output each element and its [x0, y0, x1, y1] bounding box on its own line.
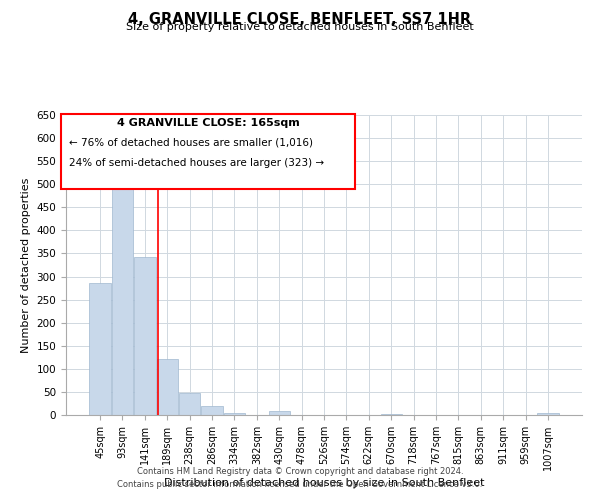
Text: Contains HM Land Registry data © Crown copyright and database right 2024.: Contains HM Land Registry data © Crown c…: [137, 467, 463, 476]
Text: 4, GRANVILLE CLOSE, BENFLEET, SS7 1HR: 4, GRANVILLE CLOSE, BENFLEET, SS7 1HR: [128, 12, 472, 28]
Bar: [537, 413, 559, 415]
Bar: [89, 282, 111, 415]
X-axis label: Distribution of detached houses by size in South Benfleet: Distribution of detached houses by size …: [164, 478, 484, 488]
Bar: [112, 176, 133, 415]
Text: Size of property relative to detached houses in South Benfleet: Size of property relative to detached ho…: [126, 22, 474, 32]
Bar: [224, 412, 245, 415]
Bar: [179, 393, 200, 415]
Bar: [202, 406, 223, 415]
Text: Contains public sector information licensed under the Open Government Licence v3: Contains public sector information licen…: [118, 480, 482, 489]
Text: ← 76% of detached houses are smaller (1,016): ← 76% of detached houses are smaller (1,…: [68, 138, 313, 147]
Bar: [157, 359, 178, 415]
FancyBboxPatch shape: [61, 114, 355, 188]
Bar: [134, 256, 155, 415]
Text: 4 GRANVILLE CLOSE: 165sqm: 4 GRANVILLE CLOSE: 165sqm: [116, 118, 299, 128]
Text: 24% of semi-detached houses are larger (323) →: 24% of semi-detached houses are larger (…: [68, 158, 324, 168]
Y-axis label: Number of detached properties: Number of detached properties: [21, 178, 31, 352]
Bar: [269, 412, 290, 415]
Bar: [380, 414, 402, 415]
